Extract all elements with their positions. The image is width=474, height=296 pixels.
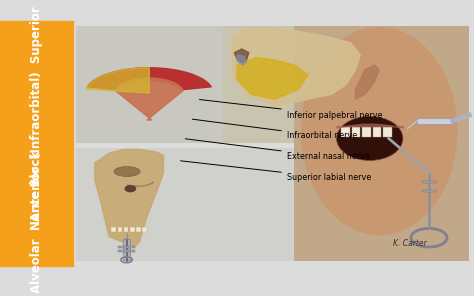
Polygon shape bbox=[237, 57, 308, 99]
Bar bbox=[142, 227, 147, 231]
Bar bbox=[341, 127, 350, 137]
Bar bbox=[76, 26, 223, 143]
Bar bbox=[352, 127, 360, 137]
Polygon shape bbox=[237, 55, 246, 65]
Text: External nasal nerve: External nasal nerve bbox=[185, 139, 370, 161]
Bar bbox=[373, 127, 381, 137]
Bar bbox=[417, 118, 453, 124]
Polygon shape bbox=[95, 149, 164, 246]
Text: Anterior  (Infraorbital)  Superior: Anterior (Infraorbital) Superior bbox=[30, 7, 43, 221]
Text: Infraorbital nerve: Infraorbital nerve bbox=[192, 119, 357, 141]
Polygon shape bbox=[235, 49, 249, 62]
Bar bbox=[76, 148, 294, 261]
Ellipse shape bbox=[337, 116, 403, 160]
Text: Inferior palpebral nerve: Inferior palpebral nerve bbox=[200, 99, 382, 120]
Ellipse shape bbox=[124, 185, 137, 192]
Bar bbox=[0, 21, 73, 266]
Bar bbox=[123, 239, 130, 260]
Bar bbox=[118, 246, 135, 247]
Bar bbox=[136, 227, 141, 231]
Bar bbox=[130, 227, 135, 231]
Bar bbox=[422, 181, 436, 183]
Ellipse shape bbox=[301, 27, 457, 235]
Bar bbox=[124, 227, 128, 231]
Bar bbox=[223, 26, 365, 143]
Ellipse shape bbox=[114, 167, 140, 176]
Polygon shape bbox=[356, 65, 379, 99]
Bar bbox=[118, 227, 122, 231]
Bar bbox=[111, 227, 116, 231]
Polygon shape bbox=[116, 78, 183, 120]
Text: Superior labial nerve: Superior labial nerve bbox=[181, 161, 371, 182]
Polygon shape bbox=[232, 28, 360, 107]
Bar bbox=[294, 26, 469, 261]
Bar bbox=[362, 127, 371, 137]
Bar bbox=[118, 250, 135, 252]
Polygon shape bbox=[87, 68, 211, 90]
Bar bbox=[422, 190, 436, 192]
Polygon shape bbox=[86, 68, 149, 93]
Text: K. Carter: K. Carter bbox=[393, 239, 427, 248]
Text: Alveolar  Nerve Block: Alveolar Nerve Block bbox=[30, 151, 43, 293]
Bar bbox=[383, 127, 392, 137]
